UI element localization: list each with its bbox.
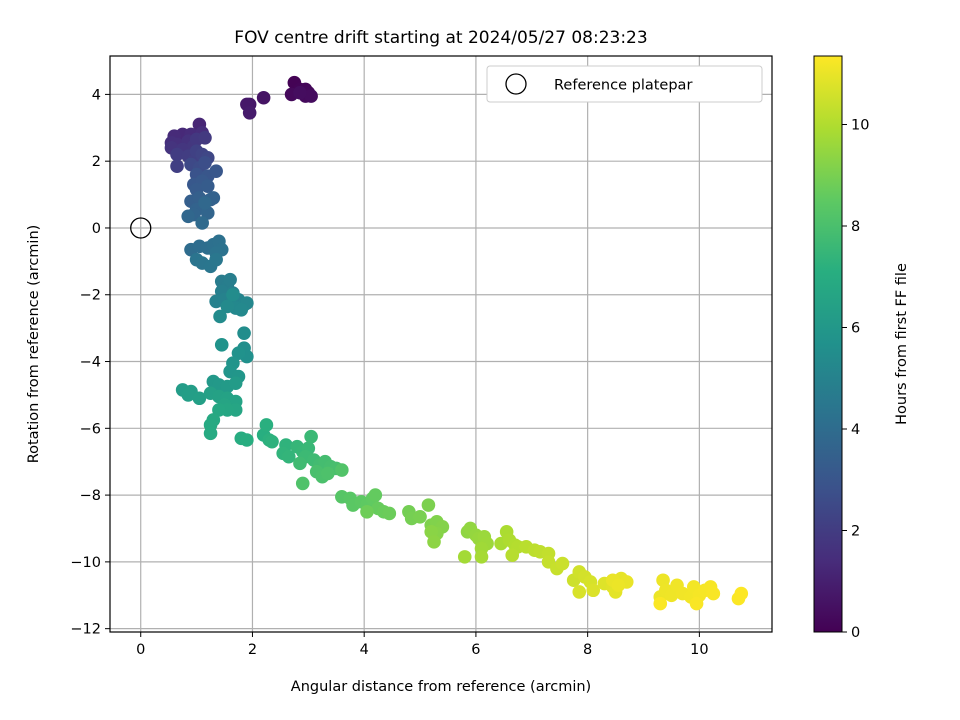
colorbar-tick-label: 4 bbox=[851, 422, 860, 438]
y-tick-label: −8 bbox=[80, 488, 101, 504]
data-point bbox=[555, 556, 570, 571]
data-point bbox=[734, 586, 749, 601]
data-point bbox=[413, 510, 427, 524]
data-point bbox=[213, 309, 227, 324]
data-point bbox=[293, 85, 307, 100]
data-point bbox=[304, 429, 318, 444]
x-tick-label: 8 bbox=[583, 642, 592, 658]
data-point bbox=[664, 588, 679, 603]
x-tick-label: 0 bbox=[136, 642, 145, 658]
legend-marker-circle bbox=[505, 73, 527, 95]
colorbar-tick-label: 8 bbox=[851, 219, 860, 235]
data-point bbox=[214, 338, 229, 352]
data-point bbox=[457, 550, 472, 564]
colorbar-ticks: 0 2 4 6 8 10 bbox=[842, 118, 869, 641]
data-point bbox=[293, 456, 307, 471]
data-point bbox=[382, 506, 397, 521]
y-tick-label: −4 bbox=[80, 355, 101, 371]
data-point bbox=[170, 159, 184, 173]
data-point bbox=[228, 376, 243, 391]
data-point bbox=[474, 550, 489, 564]
colorbar-tick-label: 10 bbox=[851, 118, 869, 134]
data-point bbox=[421, 498, 436, 512]
data-point bbox=[368, 488, 383, 502]
data-point bbox=[706, 586, 721, 601]
y-axis-label: Rotation from reference (arcmin) bbox=[26, 225, 42, 464]
x-tick-label: 6 bbox=[471, 642, 480, 658]
data-point bbox=[203, 426, 218, 441]
colorbar: 0 2 4 6 8 10 Hours from first FF file bbox=[813, 55, 910, 641]
data-point bbox=[200, 179, 215, 194]
data-point bbox=[181, 388, 196, 402]
data-point bbox=[689, 596, 704, 611]
data-point bbox=[259, 418, 274, 432]
y-tick-label: 2 bbox=[92, 154, 101, 170]
data-point bbox=[192, 391, 207, 406]
data-point bbox=[335, 463, 349, 477]
data-point bbox=[572, 585, 587, 599]
data-point bbox=[195, 216, 209, 230]
y-tick-label: −10 bbox=[70, 555, 101, 571]
data-point bbox=[181, 209, 196, 224]
data-point bbox=[237, 326, 251, 340]
data-point bbox=[321, 466, 335, 481]
data-points bbox=[164, 75, 749, 611]
data-point bbox=[256, 90, 271, 105]
data-point bbox=[198, 131, 212, 145]
data-point bbox=[170, 147, 184, 162]
data-point bbox=[586, 583, 601, 598]
x-tick-label: 10 bbox=[690, 642, 708, 658]
y-axis-ticks: −12 −10 −8 −6 −4 −2 0 2 4 bbox=[70, 87, 110, 638]
data-point bbox=[198, 196, 212, 210]
y-tick-label: 0 bbox=[92, 221, 101, 237]
x-axis-label: Angular distance from reference (arcmin) bbox=[291, 679, 591, 695]
data-point bbox=[209, 164, 223, 178]
y-tick-label: 4 bbox=[92, 87, 101, 103]
data-point bbox=[611, 578, 626, 593]
data-point bbox=[240, 433, 254, 447]
data-point bbox=[427, 535, 441, 549]
data-point bbox=[295, 476, 310, 491]
data-point bbox=[653, 596, 668, 611]
legend-box bbox=[486, 65, 763, 103]
data-point bbox=[360, 504, 374, 519]
colorbar-tick-label: 6 bbox=[851, 321, 860, 337]
y-tick-label: −6 bbox=[80, 421, 101, 437]
colorbar-tick-label: 0 bbox=[851, 625, 860, 641]
x-axis-ticks: 0 2 4 6 8 10 bbox=[136, 632, 709, 658]
data-point bbox=[231, 346, 246, 360]
data-point bbox=[234, 302, 249, 317]
data-point bbox=[220, 299, 235, 314]
data-point bbox=[505, 548, 520, 562]
x-tick-label: 2 bbox=[248, 642, 257, 658]
colorbar-tick-label: 2 bbox=[851, 524, 860, 540]
plot-frame bbox=[109, 55, 773, 633]
reference-layer bbox=[130, 217, 152, 239]
y-tick-label: −12 bbox=[70, 622, 101, 638]
chart-title: FOV centre drift starting at 2024/05/27 … bbox=[234, 28, 647, 48]
colorbar-label: Hours from first FF file bbox=[894, 263, 910, 425]
data-point bbox=[226, 287, 240, 302]
data-point bbox=[223, 272, 237, 287]
data-point bbox=[281, 449, 296, 464]
legend: Reference platepar bbox=[486, 65, 763, 103]
colorbar-gradient bbox=[813, 55, 843, 633]
data-point bbox=[212, 403, 226, 417]
y-tick-label: −2 bbox=[80, 288, 101, 304]
x-tick-label: 4 bbox=[360, 642, 369, 658]
data-point bbox=[198, 156, 212, 170]
data-point bbox=[304, 89, 318, 103]
reference-platepar-marker bbox=[130, 217, 152, 239]
data-point bbox=[242, 105, 257, 120]
data-point bbox=[265, 434, 279, 449]
data-point bbox=[209, 252, 223, 267]
legend-entry-label: Reference platepar bbox=[554, 78, 692, 94]
